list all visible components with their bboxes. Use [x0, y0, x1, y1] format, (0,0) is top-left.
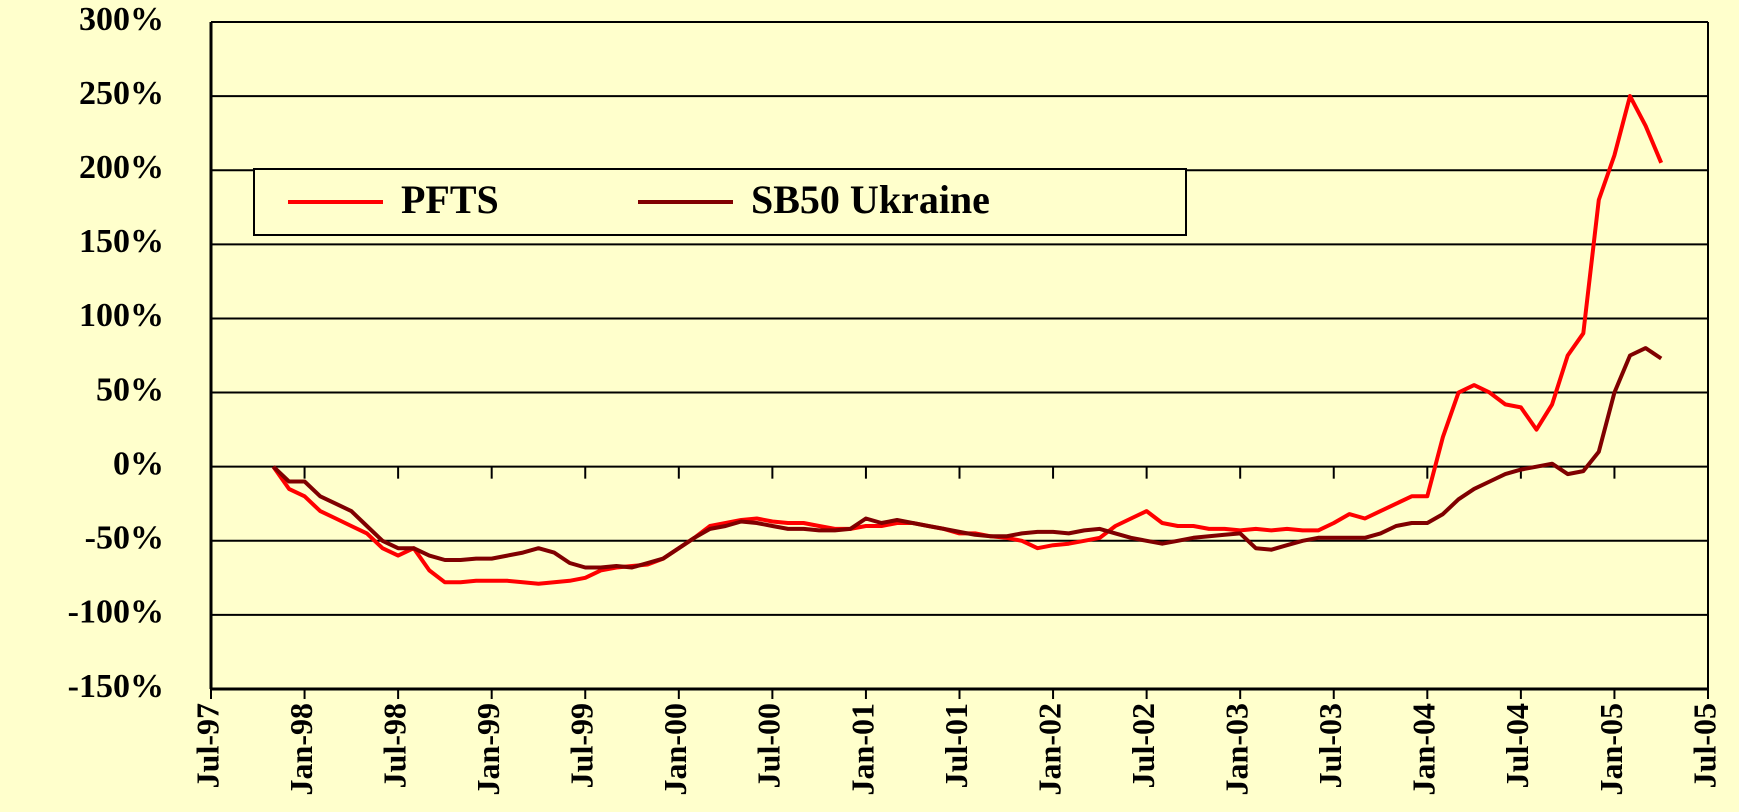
x-tick-label: Jan-01: [844, 703, 880, 795]
x-tick-label: Jul-97: [189, 703, 225, 788]
y-tick-label: 50%: [96, 371, 164, 408]
x-tick-label: Jan-03: [1219, 703, 1255, 795]
y-tick-label: -100%: [68, 594, 164, 631]
y-tick-label: 200%: [79, 149, 164, 186]
x-tick-label: Jan-02: [1031, 703, 1067, 795]
x-tick-label: Jul-02: [1125, 703, 1161, 788]
legend-label: PFTS: [401, 177, 499, 222]
x-tick-label: Jan-98: [283, 703, 319, 795]
series-line: [272, 346, 1663, 570]
x-tick-label: Jan-05: [1593, 703, 1629, 795]
x-tick-label: Jan-99: [470, 703, 506, 795]
y-tick-label: 100%: [79, 297, 164, 334]
y-tick-label: -50%: [85, 520, 164, 557]
y-tick-label: 250%: [79, 75, 164, 112]
x-tick-label: Jul-03: [1312, 703, 1348, 788]
x-tick-label: Jan-00: [657, 703, 693, 795]
y-tick-label: 150%: [79, 223, 164, 260]
x-tick-label: Jul-99: [564, 703, 600, 788]
x-tick-label: Jul-00: [751, 703, 787, 788]
x-tick-label: Jul-98: [376, 703, 412, 788]
x-tick-label: Jul-04: [1499, 703, 1535, 788]
x-tick-label: Jul-05: [1686, 703, 1722, 788]
legend-label: SB50 Ukraine: [751, 177, 990, 222]
x-tick-label: Jul-01: [938, 703, 974, 788]
y-tick-label: 0%: [113, 445, 164, 482]
y-tick-label: 300%: [79, 1, 164, 38]
x-tick-label: Jan-04: [1406, 703, 1442, 795]
y-tick-label: -150%: [68, 668, 164, 705]
